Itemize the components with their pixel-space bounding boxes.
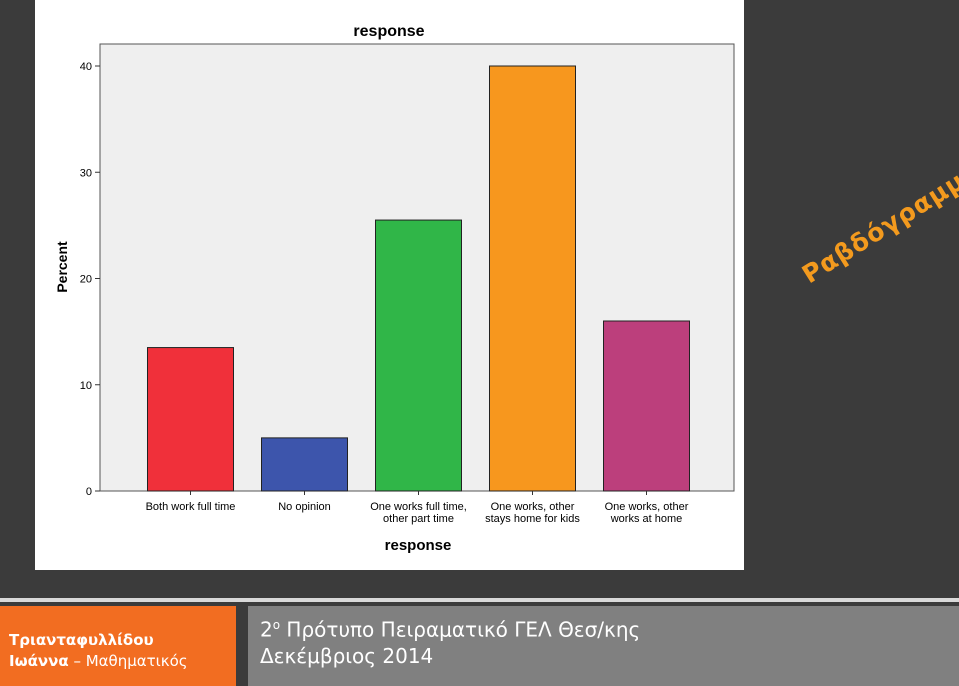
x-tick-label-line: other part time <box>383 513 454 525</box>
y-axis: 0 10 20 30 40 <box>80 61 100 498</box>
slide-title: Ραβδόγραμμα <box>796 156 959 290</box>
chart-title: response <box>353 23 424 40</box>
y-tick-label: 40 <box>80 61 92 73</box>
x-tick-label-line: One works full time, <box>370 501 467 513</box>
x-axis-label: response <box>385 537 452 554</box>
x-tick-label: One works, other works at home <box>605 501 689 525</box>
x-tick-label-line: No opinion <box>278 501 331 513</box>
school-number-suffix: ο <box>272 618 281 632</box>
x-tick-labels: Both work full time No opinion One works f… <box>146 491 689 525</box>
bars-group <box>147 65 690 492</box>
x-tick-label-line: One works, other <box>605 501 689 513</box>
author-role: – Μαθηματικός <box>68 652 188 670</box>
y-tick-label: 20 <box>80 274 92 286</box>
bar <box>261 437 348 492</box>
bar <box>489 65 576 492</box>
y-tick-label: 0 <box>86 486 92 498</box>
chart-frame: response 0 10 20 30 40 Both work full time No… <box>35 0 744 570</box>
author-surname: Τριανταφυλλίδου <box>9 631 154 649</box>
x-tick-label: One works full time, other part time <box>370 501 467 525</box>
school-number: 2 <box>260 617 273 642</box>
x-tick-label-line: One works, other <box>491 501 575 513</box>
y-axis-label: Percent <box>54 241 70 293</box>
footer-divider <box>0 598 959 602</box>
x-tick-label-line: Both work full time <box>146 501 236 513</box>
bar <box>603 320 690 492</box>
y-tick-label: 30 <box>80 167 92 179</box>
x-tick-label-line: stays home for kids <box>485 513 580 525</box>
presentation-date: Δεκέμβριος 2014 <box>260 643 434 668</box>
bar <box>375 219 462 492</box>
y-tick-label: 10 <box>80 380 92 392</box>
school-name-text: Πρότυπο Πειραματικό ΓΕΛ Θεσ/κης <box>280 617 641 642</box>
bar <box>147 347 234 492</box>
x-tick-label: Both work full time <box>146 501 236 513</box>
author-firstname: Ιωάννα <box>9 652 69 670</box>
x-tick-label-line: works at home <box>610 513 683 525</box>
x-tick-label: One works, other stays home for kids <box>485 501 580 525</box>
school-name: 2ο Πρότυπο Πειραματικό ΓΕΛ Θεσ/κης <box>260 612 959 643</box>
author-box: Τριανταφυλλίδου Ιωάννα – Μαθηματικός <box>0 606 236 686</box>
bar-chart: response 0 10 20 30 40 Both work full time No… <box>54 23 735 554</box>
school-box: 2ο Πρότυπο Πειραματικό ΓΕΛ Θεσ/κης Δεκέμ… <box>248 606 959 686</box>
x-tick-label: No opinion <box>278 501 331 513</box>
